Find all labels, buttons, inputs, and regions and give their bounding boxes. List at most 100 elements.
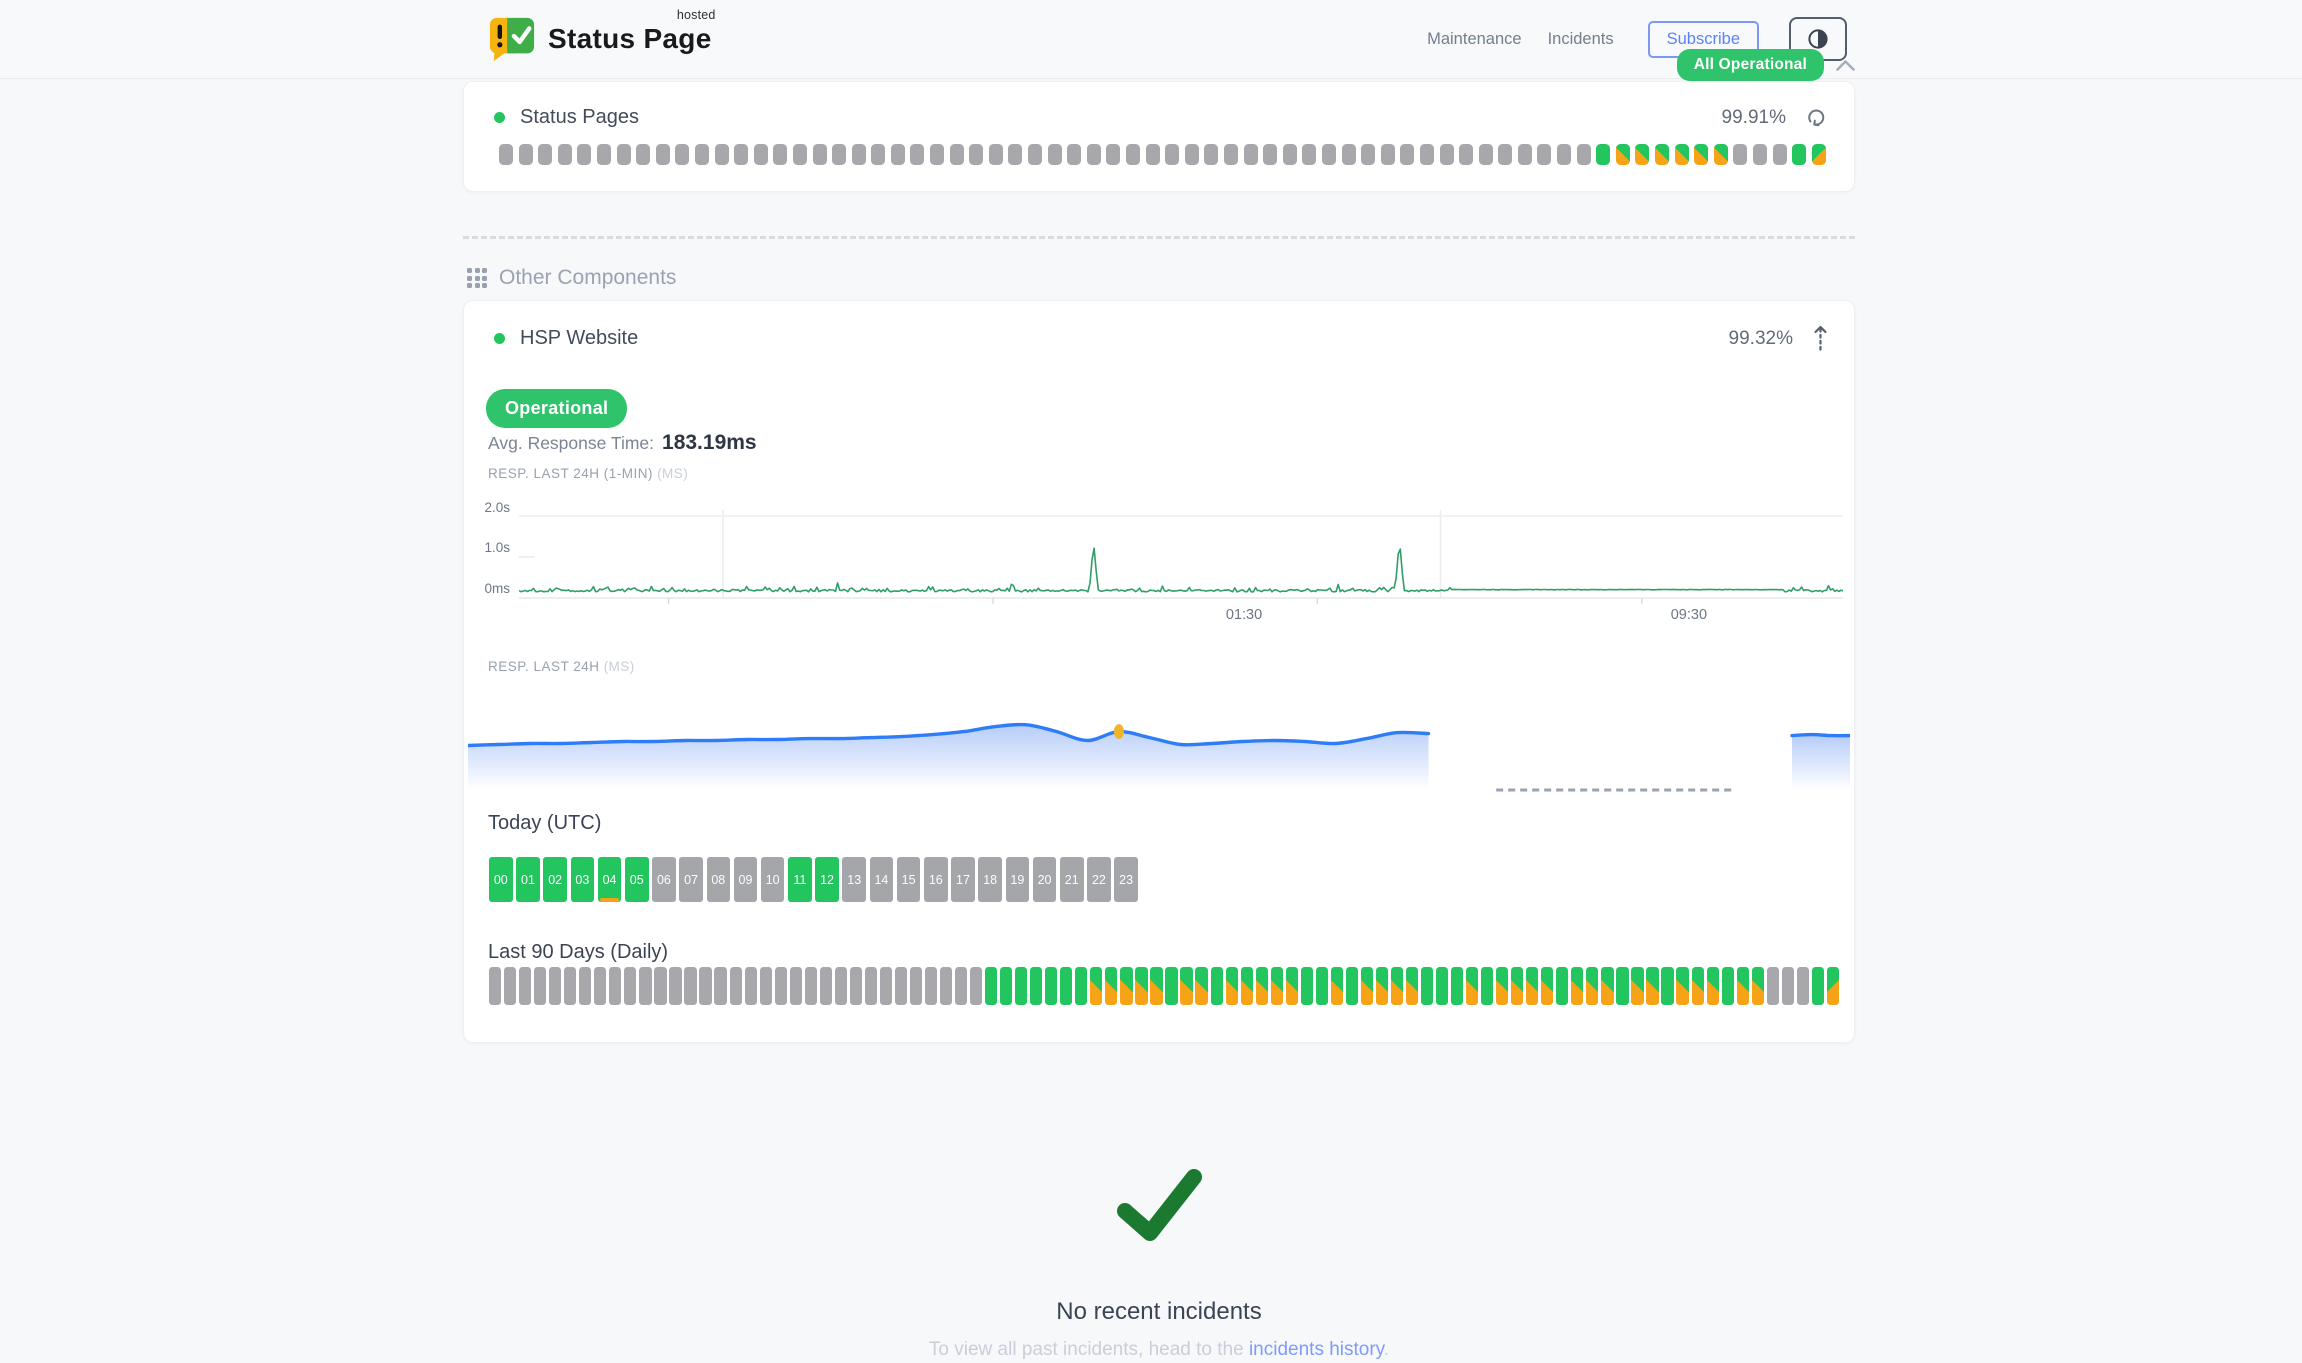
day-bar[interactable] [1210,967,1223,1005]
day-bar[interactable] [774,967,787,1005]
uptime-bar[interactable] [694,144,709,165]
hour-cell-07[interactable]: 07 [679,857,703,902]
day-bar[interactable] [1571,967,1584,1005]
day-bar[interactable] [654,967,667,1005]
uptime-bar[interactable] [1321,144,1336,165]
day-bar[interactable] [1451,967,1464,1005]
uptime-bar[interactable] [655,144,670,165]
day-bar[interactable] [714,967,727,1005]
day-bar[interactable] [1150,967,1163,1005]
hour-cell-15[interactable]: 15 [896,857,921,902]
day-bar[interactable] [1315,967,1328,1005]
day-bar[interactable] [1075,967,1088,1005]
day-bar[interactable] [1015,967,1028,1005]
day-bar[interactable] [879,967,892,1005]
uptime-bar[interactable] [1106,144,1121,165]
uptime-bar[interactable] [1263,144,1278,165]
day-bar[interactable] [1375,967,1389,1005]
incidents-history-link[interactable]: incidents history [1248,1339,1384,1360]
hour-cell-20[interactable]: 20 [1032,857,1057,902]
day-bar[interactable] [519,967,532,1005]
uptime-bar[interactable] [988,144,1003,165]
day-bar[interactable] [1826,967,1839,1005]
day-bar[interactable] [1751,967,1764,1005]
day-bar[interactable] [1000,967,1013,1005]
uptime-bar[interactable] [1635,144,1650,165]
day-bar[interactable] [1390,967,1404,1005]
uptime-bar[interactable] [1655,144,1670,165]
day-bar[interactable] [849,967,862,1005]
response-time-line-chart[interactable] [519,506,1843,606]
day-bar[interactable] [894,967,908,1005]
uptime-bar[interactable] [812,144,827,165]
uptime-bar[interactable] [1811,144,1826,165]
hour-cell-17[interactable]: 17 [951,857,975,902]
uptime-bar[interactable] [1086,144,1101,165]
uptime-bar[interactable] [1184,144,1199,165]
uptime-bar[interactable] [1439,144,1454,165]
uptime-bar[interactable] [753,144,768,165]
day-bar[interactable] [624,967,637,1005]
uptime-bar[interactable] [1753,144,1767,165]
hour-cell-12[interactable]: 12 [815,857,839,902]
day-bar[interactable] [985,967,998,1005]
day-bar[interactable] [1646,967,1659,1005]
day-bar[interactable] [939,967,953,1005]
day-bar[interactable] [1556,967,1569,1005]
day-bar[interactable] [1105,967,1118,1005]
day-bar[interactable] [1676,967,1689,1005]
overall-status-badge[interactable]: All Operational [1676,49,1824,81]
day-bar[interactable] [1796,967,1809,1005]
uptime-bar[interactable] [1067,144,1082,165]
day-bar[interactable] [819,967,832,1005]
day-bar[interactable] [534,967,547,1005]
day-bar[interactable] [1360,967,1373,1005]
uptime-bar[interactable] [1713,144,1728,165]
hour-cell-09[interactable]: 09 [733,857,758,902]
refresh-icon[interactable] [1806,108,1828,128]
hour-cell-00[interactable]: 00 [489,857,513,902]
chevron-up-icon[interactable] [1836,59,1855,71]
uptime-bar[interactable] [1596,144,1611,165]
uptime-bar[interactable] [773,144,788,165]
hour-cell-06[interactable]: 06 [652,857,676,902]
uptime-bar[interactable] [1223,144,1238,165]
day-bar[interactable] [594,967,607,1005]
hour-cell-01[interactable]: 01 [516,857,540,902]
uptime-bar[interactable] [1028,144,1043,165]
uptime-bar[interactable] [714,144,729,165]
day-bar[interactable] [1526,967,1539,1005]
uptime-bar[interactable] [1694,144,1709,165]
hour-cell-04[interactable]: 04 [597,857,622,902]
day-bar[interactable] [804,967,817,1005]
uptime-bar[interactable] [1400,144,1415,165]
day-bar[interactable] [954,967,968,1005]
uptime-bar[interactable] [832,144,847,165]
day-bar[interactable] [909,967,923,1005]
day-bar[interactable] [864,967,877,1005]
hour-cell-18[interactable]: 18 [978,857,1002,902]
uptime-bar[interactable] [969,144,984,165]
day-bar[interactable] [669,967,682,1005]
hour-cell-21[interactable]: 21 [1059,857,1084,902]
day-bar[interactable] [1706,967,1719,1005]
day-bar[interactable] [1225,967,1238,1005]
hour-cell-11[interactable]: 11 [788,857,812,902]
day-bar[interactable] [684,967,697,1005]
day-bar[interactable] [1345,967,1358,1005]
hour-cell-02[interactable]: 02 [543,857,567,902]
uptime-bar[interactable] [1557,144,1572,165]
uptime-bar[interactable] [871,144,886,165]
day-bar[interactable] [1135,967,1148,1005]
day-bar[interactable] [1270,967,1283,1005]
day-bar[interactable] [1330,967,1343,1005]
day-bar[interactable] [1300,967,1313,1005]
uptime-bar[interactable] [675,144,690,165]
hour-cell-16[interactable]: 16 [924,857,948,902]
uptime-bar[interactable] [577,144,592,165]
day-bar[interactable] [1811,967,1824,1005]
uptime-bar[interactable] [1772,144,1787,165]
uptime-bar[interactable] [596,144,611,165]
day-bar[interactable] [1721,967,1734,1005]
uptime-bar[interactable] [1145,144,1160,165]
